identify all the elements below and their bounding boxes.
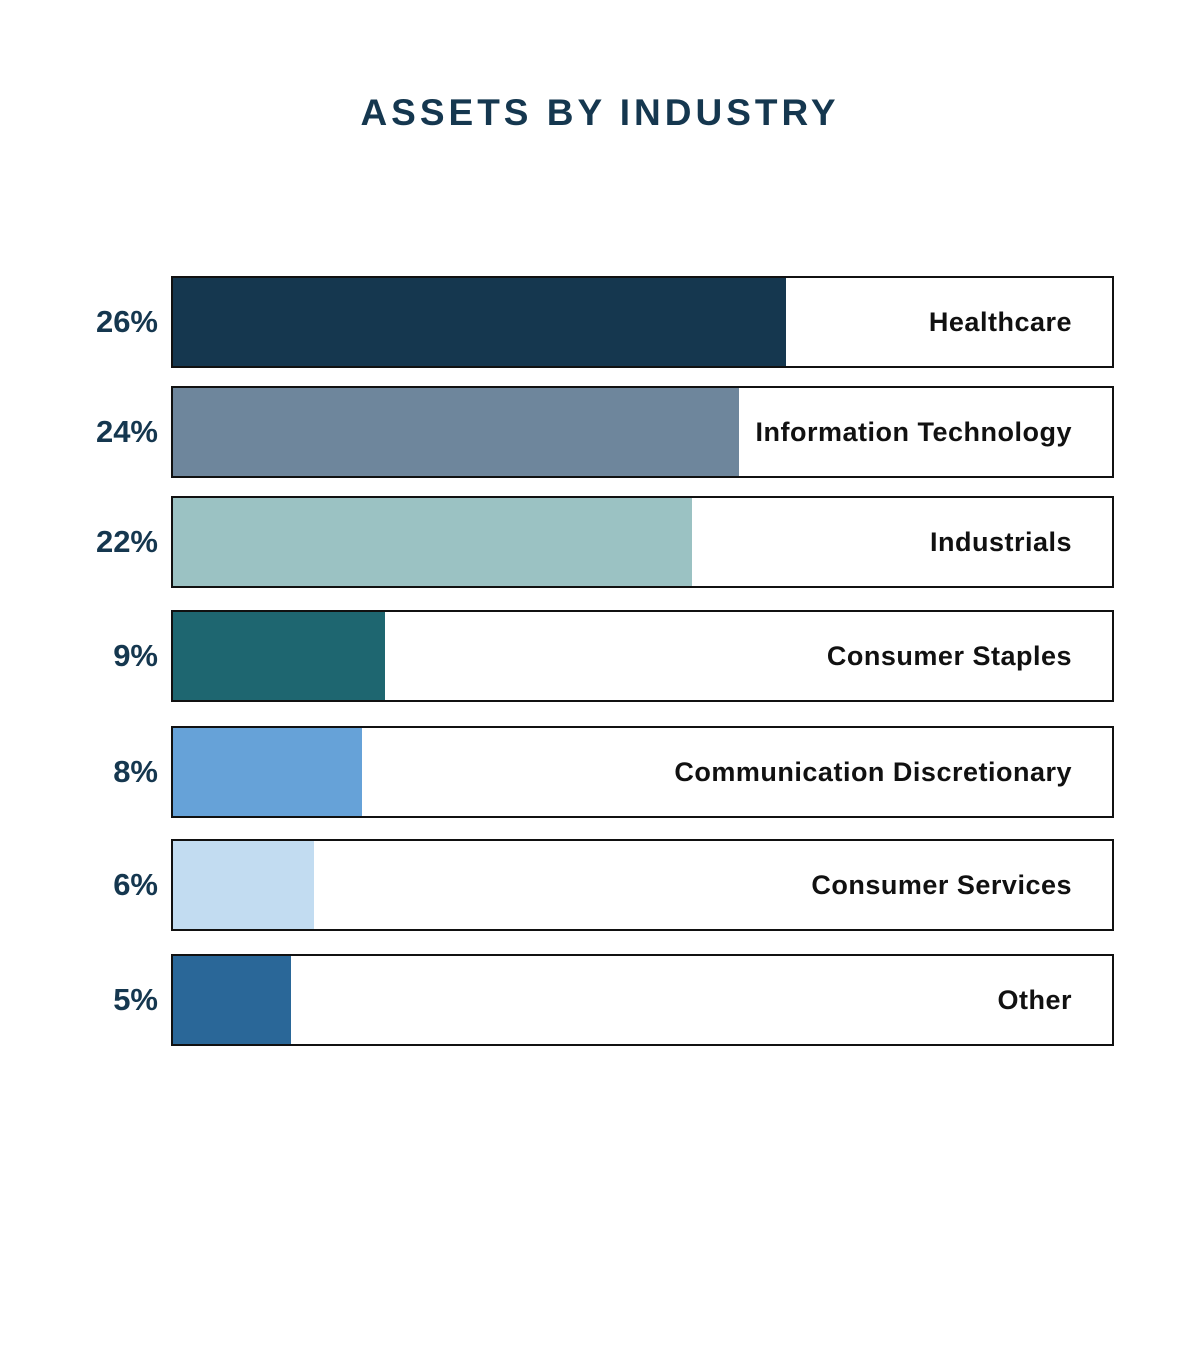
bar-track: Consumer Staples <box>171 610 1114 702</box>
bar-category-label: Information Technology <box>755 417 1072 447</box>
bar-value-label: 9% <box>113 638 158 673</box>
bar-category-label: Healthcare <box>928 307 1072 337</box>
bar-value-label: 26% <box>95 304 158 339</box>
bar-category-label: Communication Discretionary <box>674 757 1072 787</box>
bar-track: Healthcare <box>171 276 1114 368</box>
bar-category-label: Consumer Services <box>811 870 1072 900</box>
bar-row: 5% Other <box>0 954 1200 1046</box>
bar <box>173 612 385 700</box>
bar-row: 8% Communication Discretionary <box>0 726 1200 818</box>
bar-value-label: 24% <box>95 414 158 449</box>
bar-value-label: 22% <box>95 524 158 559</box>
bar-value-label: 5% <box>113 982 158 1017</box>
bar-row: 9% Consumer Staples <box>0 610 1200 702</box>
bar-row: 22% Industrials <box>0 496 1200 588</box>
bar <box>173 498 692 586</box>
bar-value-label: 6% <box>113 867 158 902</box>
bar <box>173 278 786 366</box>
bar-row: 6% Consumer Services <box>0 839 1200 931</box>
bar <box>173 841 314 929</box>
bar <box>173 956 291 1044</box>
bar-track: Industrials <box>171 496 1114 588</box>
bar-category-label: Other <box>997 985 1072 1015</box>
bar-track: Communication Discretionary <box>171 726 1114 818</box>
bar-row: 24% Information Technology <box>0 386 1200 478</box>
bar-value-label: 8% <box>113 754 158 789</box>
bar-category-label: Industrials <box>929 527 1072 557</box>
bar-track: Other <box>171 954 1114 1046</box>
bar <box>173 388 739 476</box>
bar-track: Information Technology <box>171 386 1114 478</box>
bar-track: Consumer Services <box>171 839 1114 931</box>
bar-category-label: Consumer Staples <box>826 641 1072 671</box>
bar-row: 26% Healthcare <box>0 276 1200 368</box>
chart-title: ASSETS BY INDUSTRY <box>360 92 840 133</box>
bar <box>173 728 362 816</box>
